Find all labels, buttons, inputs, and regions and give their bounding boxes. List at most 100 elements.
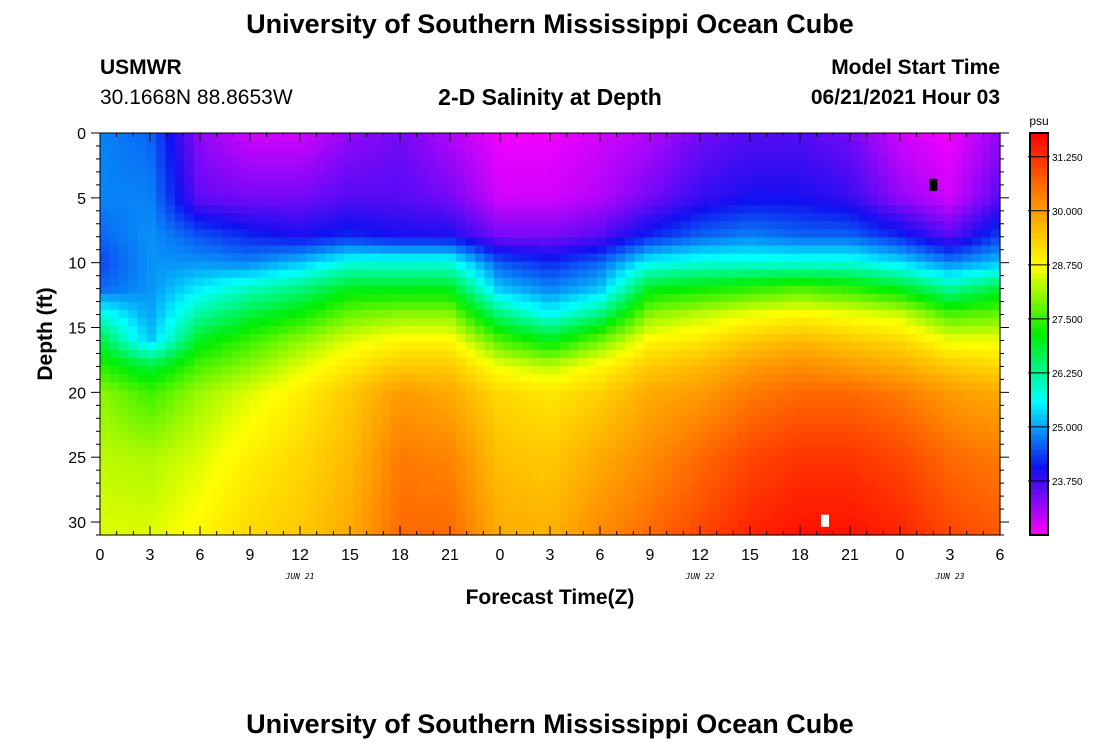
heatmap-cell bbox=[953, 494, 964, 504]
heatmap-cell bbox=[128, 438, 139, 448]
heatmap-cell bbox=[868, 478, 879, 488]
heatmap-cell bbox=[812, 317, 823, 327]
heatmap-cell bbox=[381, 213, 392, 223]
heatmap-cell bbox=[803, 462, 814, 472]
heatmap-cell bbox=[250, 205, 260, 214]
heatmap-cell bbox=[803, 309, 814, 319]
heatmap-cell bbox=[681, 213, 692, 223]
heatmap-cell bbox=[362, 486, 373, 496]
heatmap-cell bbox=[418, 157, 429, 166]
heatmap-cell bbox=[765, 398, 776, 407]
heatmap-cell bbox=[906, 261, 917, 271]
heatmap-cell bbox=[840, 277, 851, 287]
heatmap-cell bbox=[878, 342, 889, 351]
heatmap-cell bbox=[428, 285, 439, 295]
heatmap-cell bbox=[165, 518, 176, 528]
heatmap-cell bbox=[362, 462, 373, 472]
heatmap-cell bbox=[934, 486, 945, 496]
heatmap-cell bbox=[184, 334, 195, 343]
heatmap-cell bbox=[156, 446, 167, 456]
heatmap-cell bbox=[868, 237, 879, 247]
heatmap-cell bbox=[896, 470, 907, 480]
heatmap-cell bbox=[193, 406, 204, 415]
heatmap-cell bbox=[718, 350, 729, 359]
heatmap-cell bbox=[812, 285, 823, 295]
heatmap-cell bbox=[456, 366, 467, 375]
heatmap-cell bbox=[456, 189, 467, 198]
heatmap-cell bbox=[296, 414, 307, 424]
heatmap-cell bbox=[784, 253, 795, 263]
heatmap-cell bbox=[371, 406, 382, 415]
heatmap-cell bbox=[315, 141, 326, 150]
heatmap-cell bbox=[287, 317, 298, 327]
heatmap-cell bbox=[371, 173, 382, 182]
heatmap-cell bbox=[934, 510, 945, 520]
heatmap-cell bbox=[521, 526, 532, 536]
heatmap-cell bbox=[821, 454, 832, 464]
heatmap-cell bbox=[550, 334, 560, 343]
heatmap-cell bbox=[212, 141, 223, 150]
heatmap-cell bbox=[878, 213, 889, 223]
heatmap-cell bbox=[737, 325, 748, 335]
heatmap-cell bbox=[456, 269, 467, 279]
heatmap-cell bbox=[456, 390, 467, 399]
heatmap-cell bbox=[184, 478, 195, 488]
heatmap-cell bbox=[165, 430, 176, 440]
heatmap-cell bbox=[540, 478, 551, 488]
heatmap-cell bbox=[578, 173, 589, 182]
heatmap-cell bbox=[850, 470, 860, 480]
heatmap-cell bbox=[259, 342, 270, 351]
heatmap-cell bbox=[100, 414, 110, 424]
heatmap-cell bbox=[512, 277, 523, 287]
heatmap-cell bbox=[268, 133, 279, 142]
heatmap-cell bbox=[156, 414, 167, 424]
heatmap-cell bbox=[250, 486, 260, 496]
heatmap-cell bbox=[803, 133, 814, 142]
heatmap-cell bbox=[671, 253, 682, 263]
heatmap-cell bbox=[353, 213, 364, 223]
x-tick-label: 0 bbox=[496, 547, 505, 564]
heatmap-cell bbox=[943, 133, 954, 142]
heatmap-cell bbox=[559, 325, 570, 335]
heatmap-cell bbox=[259, 430, 270, 440]
heatmap-cell bbox=[315, 277, 326, 287]
heatmap-cell bbox=[259, 157, 270, 166]
heatmap-cell bbox=[184, 133, 195, 142]
heatmap-cell bbox=[962, 221, 973, 231]
heatmap-cell bbox=[728, 165, 739, 174]
heatmap-cell bbox=[193, 133, 204, 142]
heatmap-cell bbox=[671, 189, 682, 198]
heatmap-cell bbox=[953, 229, 964, 239]
heatmap-cell bbox=[765, 502, 776, 512]
heatmap-cell bbox=[793, 478, 804, 488]
heatmap-cell bbox=[606, 414, 617, 424]
heatmap-cell bbox=[296, 502, 307, 512]
heatmap-cell bbox=[587, 165, 598, 174]
heatmap-cell bbox=[990, 133, 1001, 142]
heatmap-cell bbox=[578, 342, 589, 351]
heatmap-cell bbox=[934, 374, 945, 383]
heatmap-cell bbox=[146, 237, 157, 247]
heatmap-cell bbox=[681, 165, 692, 174]
heatmap-cell bbox=[531, 406, 542, 415]
heatmap-cell bbox=[175, 149, 185, 158]
heatmap-cell bbox=[315, 301, 326, 311]
heatmap-cell bbox=[521, 277, 532, 287]
heatmap-cell bbox=[840, 261, 851, 271]
heatmap-cell bbox=[578, 205, 589, 214]
heatmap-cell bbox=[990, 350, 1001, 359]
heatmap-cell bbox=[231, 502, 242, 512]
heatmap-cell bbox=[840, 165, 851, 174]
heatmap-cell bbox=[662, 213, 673, 223]
heatmap-cell bbox=[596, 181, 607, 190]
heatmap-cell bbox=[831, 149, 842, 158]
heatmap-cell bbox=[212, 406, 223, 415]
heatmap-cell bbox=[746, 325, 757, 335]
heatmap-cell bbox=[184, 430, 195, 440]
heatmap-cell bbox=[690, 213, 701, 223]
heatmap-cell bbox=[484, 213, 495, 223]
heatmap-cell bbox=[212, 293, 223, 303]
heatmap-cell bbox=[465, 301, 476, 311]
heatmap-cell bbox=[971, 334, 982, 343]
heatmap-cell bbox=[700, 502, 710, 512]
